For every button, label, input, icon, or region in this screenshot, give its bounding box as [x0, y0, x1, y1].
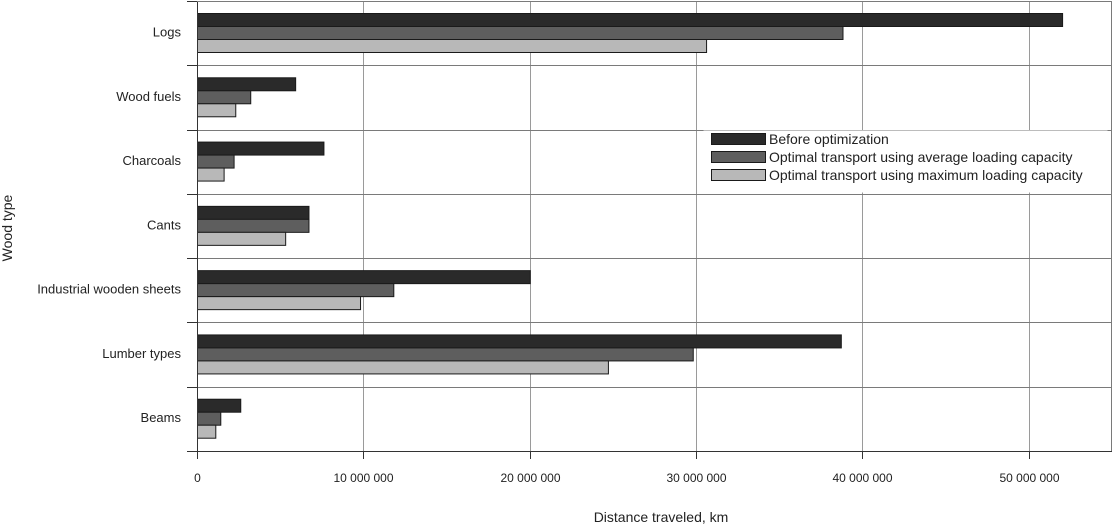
bar-2-2: [197, 167, 225, 182]
x-axis-title: Distance traveled, km: [594, 509, 729, 525]
legend-swatch-1: [711, 151, 766, 163]
legend-swatch-0: [711, 133, 766, 145]
bar-0-2: [197, 141, 325, 156]
bar-1-4: [197, 283, 395, 298]
legend-label-2: Optimal transport using maximum loading …: [769, 167, 1083, 183]
bar-1-6: [197, 411, 222, 426]
legend-box: [703, 130, 1108, 193]
x-tick-label: 10 000 000: [333, 471, 393, 485]
category-label: Industrial wooden sheets: [37, 282, 181, 297]
bar-0-5: [197, 334, 842, 349]
axes: [187, 1, 1112, 459]
legend: Before optimization Optimal transport usi…: [703, 130, 1108, 193]
bar-2-6: [197, 424, 217, 439]
bar-2-0: [197, 39, 708, 53]
bar-0-3: [197, 205, 310, 220]
category-label: Charcoals: [122, 153, 181, 168]
bar-1-2: [197, 154, 235, 169]
bar-1-1: [197, 90, 252, 105]
bars: [197, 13, 1064, 439]
legend-label-0: Before optimization: [769, 131, 889, 147]
bar-2-1: [197, 103, 237, 118]
bar-1-5: [197, 347, 694, 362]
category-label: Cants: [147, 217, 181, 232]
x-tick-label: 40 000 000: [832, 471, 892, 485]
bar-0-6: [197, 398, 242, 413]
labels: 0 10 000 000 20 000 000 30 000 000 40 000 00…: [37, 25, 1060, 486]
category-label: Wood fuels: [116, 89, 181, 104]
x-tick-label: 0: [194, 471, 201, 485]
bar-0-1: [197, 77, 297, 92]
category-label: Lumber types: [102, 346, 181, 361]
legend-label-1: Optimal transport using average loading …: [769, 149, 1073, 165]
y-axis-title: Wood type: [0, 194, 15, 261]
x-tick-label: 20 000 000: [500, 471, 560, 485]
bar-1-0: [197, 26, 844, 40]
category-label: Logs: [153, 25, 182, 40]
x-tick-label: 30 000 000: [666, 471, 726, 485]
bar-2-4: [197, 296, 362, 311]
bar-0-4: [197, 270, 531, 285]
bar-1-3: [197, 218, 310, 233]
bar-2-3: [197, 231, 287, 246]
legend-swatch-2: [711, 169, 766, 181]
bar-2-5: [197, 360, 609, 375]
category-label: Beams: [141, 410, 182, 425]
grid-lines: [197, 1, 1112, 451]
x-tick-label: 50 000 000: [999, 471, 1059, 485]
bar-0-0: [197, 13, 1064, 27]
